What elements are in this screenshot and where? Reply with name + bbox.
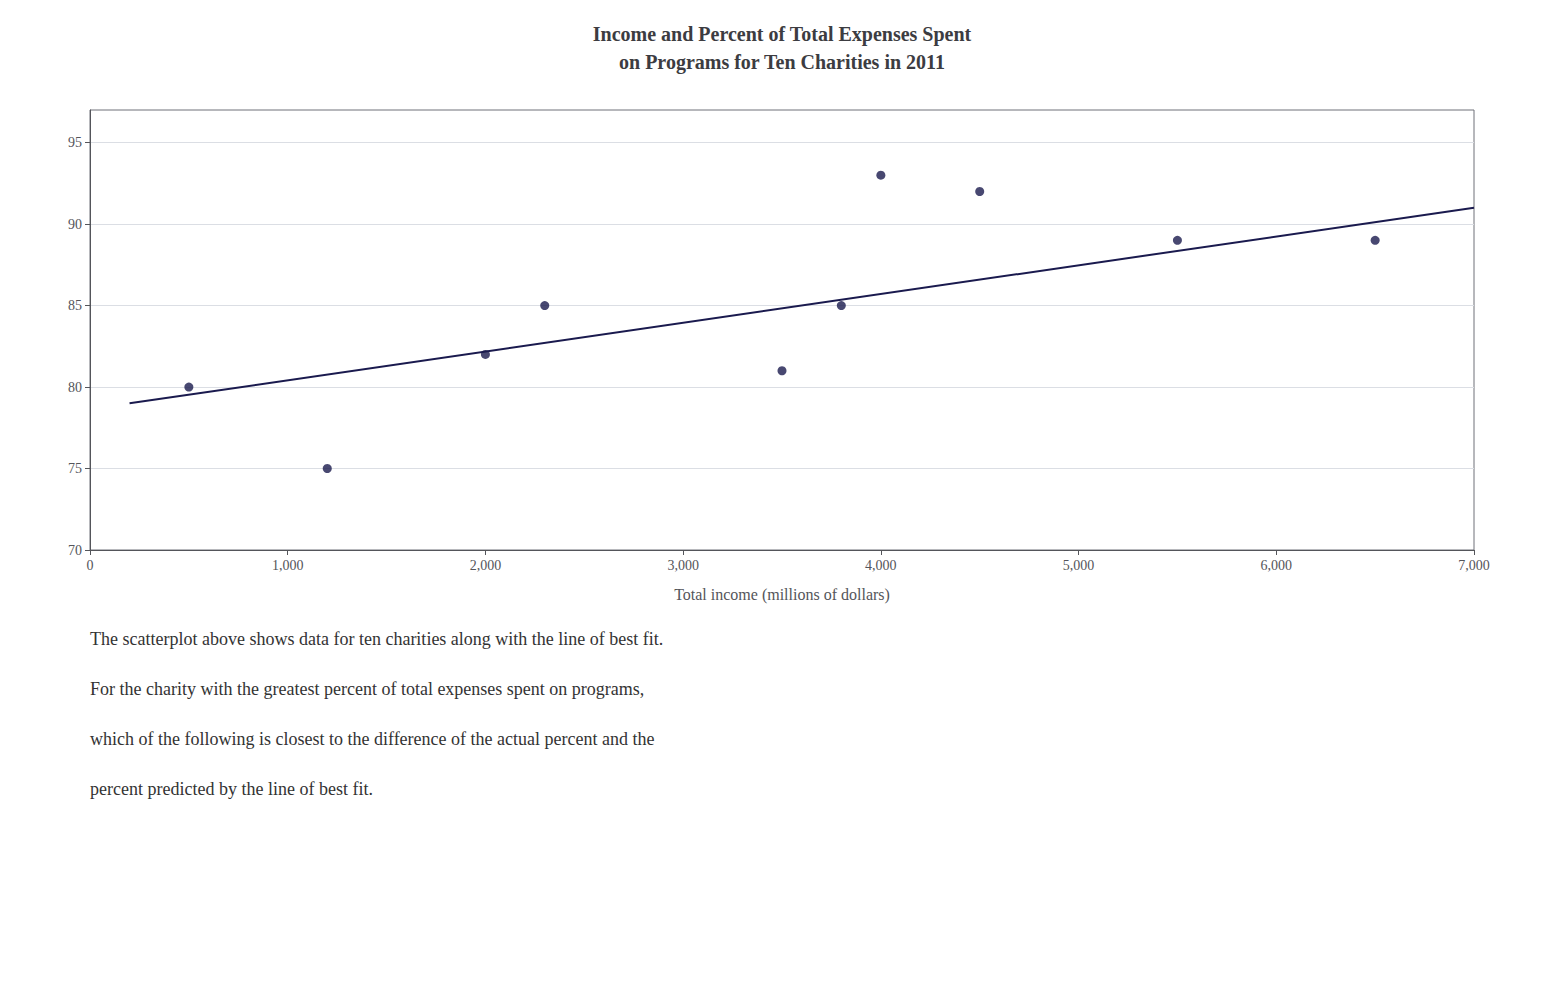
svg-text:Total income (millions of doll: Total income (millions of dollars) bbox=[674, 586, 890, 604]
svg-text:1,000: 1,000 bbox=[272, 558, 304, 573]
svg-text:4,000: 4,000 bbox=[865, 558, 897, 573]
svg-text:2,000: 2,000 bbox=[470, 558, 502, 573]
svg-text:6,000: 6,000 bbox=[1261, 558, 1293, 573]
svg-text:percent predicted by the line: percent predicted by the line of best fi… bbox=[90, 779, 373, 799]
svg-text:90: 90 bbox=[68, 217, 82, 232]
svg-text:80: 80 bbox=[68, 380, 82, 395]
svg-text:on Programs for Ten Charities: on Programs for Ten Charities in 2011 bbox=[619, 51, 945, 74]
svg-text:3,000: 3,000 bbox=[667, 558, 699, 573]
svg-text:5,000: 5,000 bbox=[1063, 558, 1095, 573]
svg-text:95: 95 bbox=[68, 135, 82, 150]
svg-text:75: 75 bbox=[68, 461, 82, 476]
svg-text:0: 0 bbox=[87, 558, 94, 573]
svg-text:which of the following is clos: which of the following is closest to the… bbox=[90, 729, 654, 749]
svg-text:For the charity with the great: For the charity with the greatest percen… bbox=[90, 679, 644, 699]
svg-text:7,000: 7,000 bbox=[1458, 558, 1490, 573]
svg-text:The scatterplot above shows da: The scatterplot above shows data for ten… bbox=[90, 629, 663, 649]
svg-text:Income and Percent of Total Ex: Income and Percent of Total Expenses Spe… bbox=[593, 23, 972, 46]
svg-text:85: 85 bbox=[68, 298, 82, 313]
svg-text:70: 70 bbox=[68, 543, 82, 558]
